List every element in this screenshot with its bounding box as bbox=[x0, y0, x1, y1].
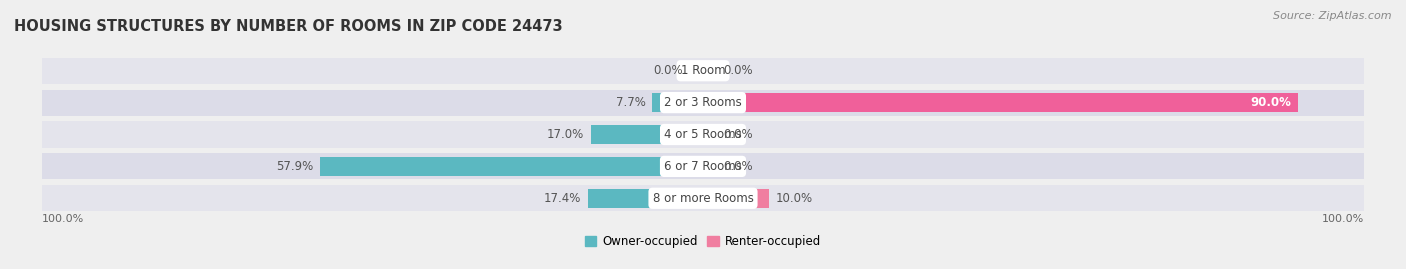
Bar bbox=[652, 93, 703, 112]
Text: 10.0%: 10.0% bbox=[776, 192, 813, 205]
Text: 1 Room: 1 Room bbox=[681, 64, 725, 77]
Bar bbox=[591, 125, 703, 144]
Bar bbox=[42, 121, 1364, 148]
Text: 8 or more Rooms: 8 or more Rooms bbox=[652, 192, 754, 205]
Text: 100.0%: 100.0% bbox=[42, 214, 84, 224]
Text: 6 or 7 Rooms: 6 or 7 Rooms bbox=[664, 160, 742, 173]
Bar bbox=[588, 189, 703, 208]
Text: 0.0%: 0.0% bbox=[654, 64, 683, 77]
Text: HOUSING STRUCTURES BY NUMBER OF ROOMS IN ZIP CODE 24473: HOUSING STRUCTURES BY NUMBER OF ROOMS IN… bbox=[14, 19, 562, 34]
Text: 7.7%: 7.7% bbox=[616, 96, 645, 109]
Text: 100.0%: 100.0% bbox=[1322, 214, 1364, 224]
Text: 17.0%: 17.0% bbox=[547, 128, 583, 141]
Bar bbox=[703, 93, 1298, 112]
Bar bbox=[42, 58, 1364, 84]
Text: Source: ZipAtlas.com: Source: ZipAtlas.com bbox=[1274, 11, 1392, 21]
Bar bbox=[42, 185, 1364, 211]
Text: 0.0%: 0.0% bbox=[723, 128, 752, 141]
Bar bbox=[321, 157, 703, 176]
Bar bbox=[703, 189, 769, 208]
Text: 17.4%: 17.4% bbox=[544, 192, 582, 205]
Text: 2 or 3 Rooms: 2 or 3 Rooms bbox=[664, 96, 742, 109]
Legend: Owner-occupied, Renter-occupied: Owner-occupied, Renter-occupied bbox=[579, 230, 827, 253]
Bar bbox=[42, 153, 1364, 179]
Text: 4 or 5 Rooms: 4 or 5 Rooms bbox=[664, 128, 742, 141]
Text: 57.9%: 57.9% bbox=[277, 160, 314, 173]
Text: 90.0%: 90.0% bbox=[1250, 96, 1291, 109]
Bar bbox=[42, 90, 1364, 116]
Text: 0.0%: 0.0% bbox=[723, 160, 752, 173]
Text: 0.0%: 0.0% bbox=[723, 64, 752, 77]
